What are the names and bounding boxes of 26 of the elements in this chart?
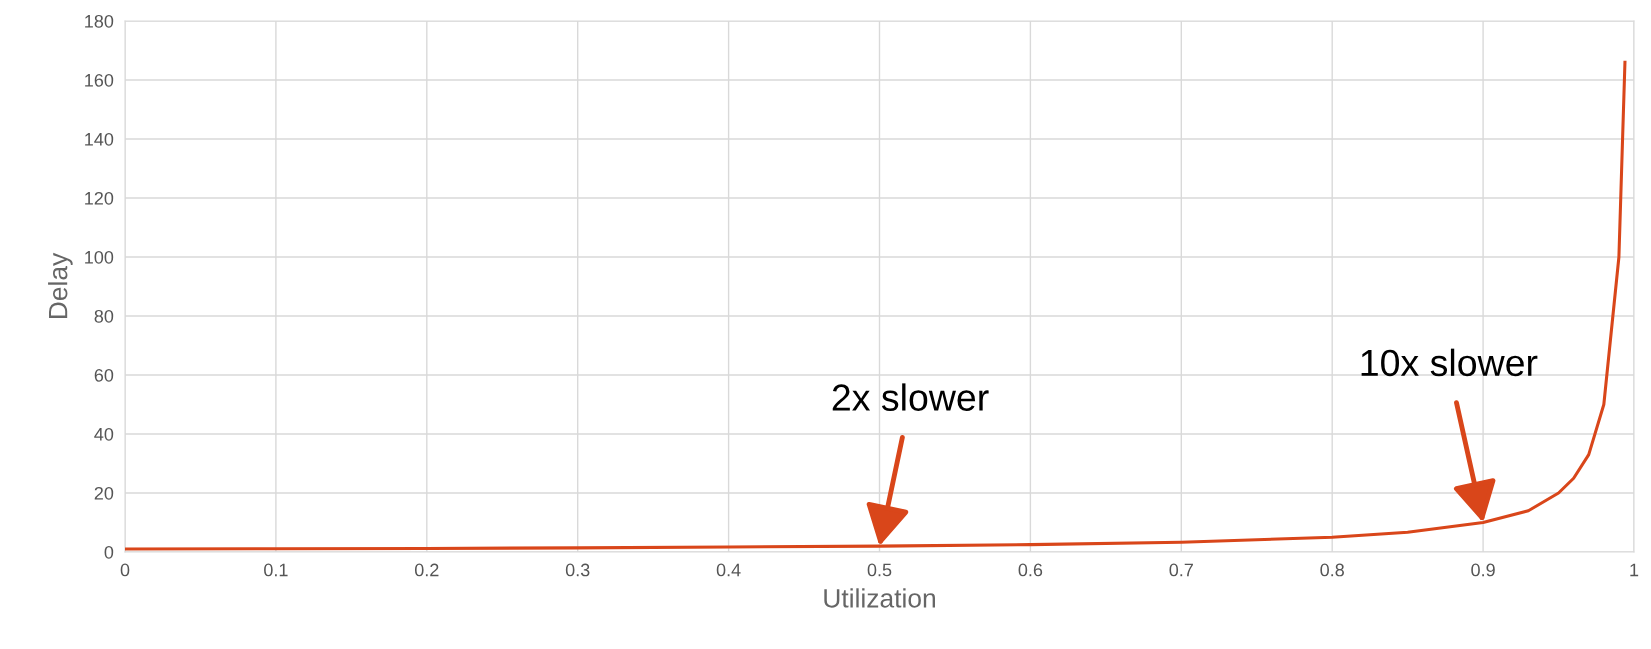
- y-tick-label: 120: [85, 191, 114, 205]
- y-tick-label: 140: [85, 132, 114, 146]
- annotation: 2x slower: [832, 383, 989, 411]
- y-tick-label: 80: [94, 309, 114, 323]
- x-tick-label: 0.4: [716, 563, 741, 577]
- y-tick-label: 20: [94, 486, 114, 500]
- x-tick-label: 0.9: [1471, 563, 1495, 577]
- x-tick-label: 0.8: [1320, 563, 1344, 577]
- x-axis-title: Utilization: [824, 588, 935, 608]
- x-tick-label: 0.6: [1018, 563, 1043, 577]
- y-tick-label: 160: [85, 73, 114, 87]
- x-tick-label: 0.2: [414, 563, 439, 577]
- x-tick-label: 0.7: [1169, 563, 1193, 577]
- y-tick-label: 60: [94, 368, 114, 382]
- y-tick-label: 40: [94, 427, 114, 441]
- x-tick-label: 0: [120, 563, 130, 577]
- line-series: [125, 60, 1627, 551]
- y-tick-label: 180: [85, 14, 114, 28]
- x-tick-label: 0.5: [867, 563, 892, 577]
- annotation: 10x slower: [1361, 348, 1538, 377]
- y-tick-label: 100: [85, 250, 114, 264]
- x-tick-label: 0.3: [565, 563, 590, 577]
- x-tick-label: 0.1: [264, 563, 288, 577]
- x-tick-label: 1: [1630, 563, 1639, 577]
- y-axis-title: Delay: [48, 252, 73, 319]
- y-tick-label: 0: [104, 545, 114, 559]
